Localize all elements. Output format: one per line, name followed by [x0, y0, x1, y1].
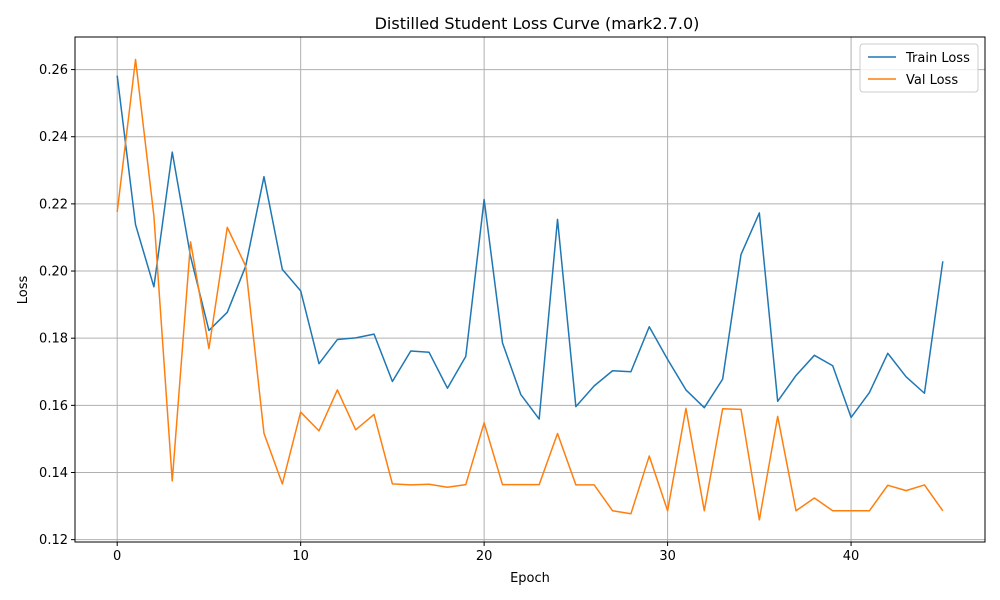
y-tick-label: 0.20 — [39, 265, 68, 280]
y-tick-label: 0.18 — [39, 332, 68, 347]
x-tick-label: 20 — [476, 549, 493, 564]
series-line-train-loss — [116, 75, 944, 420]
series-lines — [116, 58, 944, 521]
grid-lines — [75, 37, 985, 542]
legend-label-val-loss: Val Loss — [906, 73, 958, 88]
y-tick-label: 0.26 — [39, 63, 68, 78]
x-tick-label: 0 — [113, 549, 121, 564]
y-axis-label: Loss — [16, 276, 31, 305]
y-axis: 0.12 0.14 0.16 0.18 0.20 0.22 0.24 0.26 — [39, 63, 75, 548]
legend-box — [859, 43, 979, 93]
x-tick-label: 10 — [292, 549, 309, 564]
plot-area-frame — [74, 36, 986, 543]
x-tick-label: 40 — [843, 549, 860, 564]
chart-title: Distilled Student Loss Curve (mark2.7.0) — [375, 14, 700, 33]
legend-label-train-loss: Train Loss — [905, 51, 970, 66]
x-axis: 0 10 20 30 40 — [113, 542, 859, 564]
x-axis-label: Epoch — [510, 571, 550, 586]
y-tick-label: 0.24 — [39, 130, 68, 145]
y-tick-label: 0.22 — [39, 197, 68, 212]
y-tick-label: 0.12 — [39, 533, 68, 548]
series-line-val-loss — [116, 58, 944, 521]
y-tick-label: 0.16 — [39, 399, 68, 414]
x-tick-label: 30 — [659, 549, 676, 564]
y-tick-label: 0.14 — [39, 466, 68, 481]
legend: Train Loss Val Loss — [859, 43, 979, 93]
